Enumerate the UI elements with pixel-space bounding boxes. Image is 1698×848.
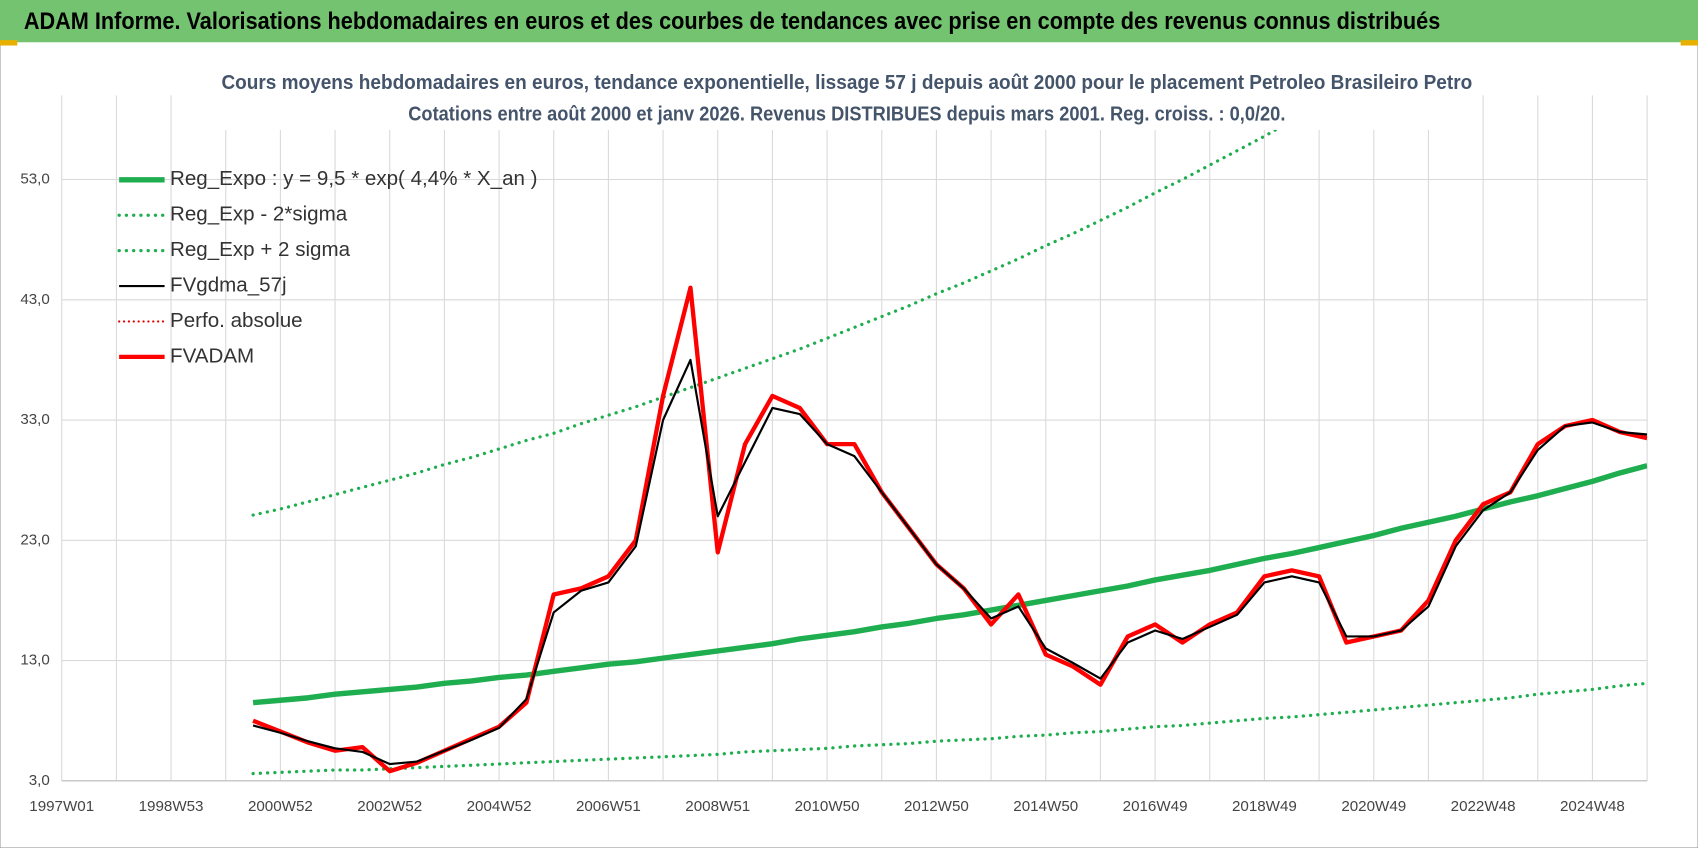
x-tick-label: 2020W49 <box>1341 798 1406 815</box>
series-line <box>251 95 1340 517</box>
legend-label: Perfo. absolue <box>170 309 303 332</box>
legend-label: Reg_Expo : y = 9,5 * exp( 4,4% * X_an ) <box>170 167 538 190</box>
x-tick-label: 2010W50 <box>795 798 860 815</box>
x-tick-label: 2012W50 <box>904 798 969 815</box>
x-tick-label: 2006W51 <box>576 798 641 815</box>
title-box <box>211 67 1479 130</box>
x-tick-label: 2008W51 <box>685 798 750 815</box>
y-tick-label: 53,0 <box>20 171 50 188</box>
header-bar <box>0 0 1698 43</box>
corner-mark <box>1680 40 1698 46</box>
series-line <box>252 463 1648 706</box>
y-tick-label: 23,0 <box>20 531 50 548</box>
header-title: ADAM Informe. Valorisations hebdomadaire… <box>24 8 1440 35</box>
y-tick-label: 3,0 <box>29 772 50 789</box>
legend-label: FVgdma_57j <box>170 273 287 296</box>
x-tick-label: 2018W49 <box>1232 798 1297 815</box>
x-tick-label: 2016W49 <box>1123 798 1188 815</box>
x-tick-label: 2004W52 <box>467 798 532 815</box>
x-tick-label: 2014W50 <box>1013 798 1078 815</box>
y-tick-label: 43,0 <box>20 291 50 308</box>
x-tick-label: 2022W48 <box>1451 798 1516 815</box>
grid: 3,0 13,0 23,0 33,0 43,0 53,0 1997W01 1998W53 200… <box>20 95 1648 815</box>
series-line <box>251 681 1648 776</box>
x-tick-label: 2002W52 <box>357 798 422 815</box>
x-tick-label: 2000W52 <box>248 798 313 815</box>
legend-label: FVADAM <box>170 344 254 367</box>
y-tick-label: 13,0 <box>20 652 50 669</box>
legend-label: Reg_Exp + 2 sigma <box>170 238 351 261</box>
series-line <box>252 358 1648 766</box>
x-tick-label: 2024W48 <box>1560 798 1625 815</box>
legend: Reg_Expo : y = 9,5 * exp( 4,4% * X_an ) R… <box>117 167 538 367</box>
chart-title: Cours moyens hebdomadaires en euros, ten… <box>221 71 1472 94</box>
plot <box>251 95 1648 776</box>
chart-subtitle: Cotations entre août 2000 et janv 2026. … <box>408 102 1285 125</box>
legend-label: Reg_Exp - 2*sigma <box>170 203 348 226</box>
x-tick-label: 1998W53 <box>139 798 204 815</box>
y-tick-label: 33,0 <box>20 411 50 428</box>
corner-mark <box>0 40 18 46</box>
x-tick-label: 1997W01 <box>29 798 94 815</box>
